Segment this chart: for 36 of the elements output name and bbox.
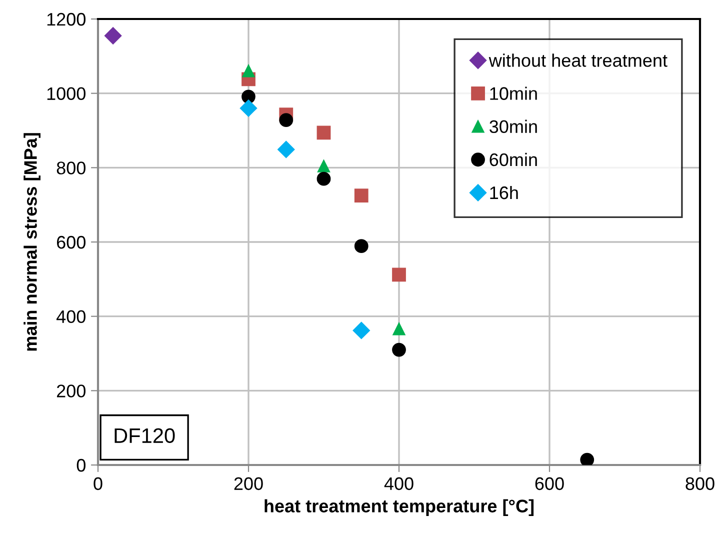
x-tick-label: 800	[686, 477, 714, 490]
y-tick-label: 0	[76, 458, 86, 472]
point	[104, 27, 122, 44]
x-tick-label: 600	[535, 477, 564, 490]
point	[354, 188, 368, 202]
legend-label: 10min	[490, 86, 537, 100]
x-tick-label: 0	[94, 477, 102, 490]
point	[318, 160, 330, 172]
point	[240, 100, 258, 117]
point	[242, 90, 256, 104]
point	[316, 172, 331, 186]
point	[279, 113, 294, 128]
legend-label: without heat treatment	[488, 54, 668, 67]
y-tick-label: 600	[56, 236, 86, 249]
point	[392, 342, 406, 357]
y-tick-label: 800	[56, 162, 86, 174]
x-tick-label: 200	[234, 477, 263, 490]
annotation: DF120	[114, 428, 175, 444]
point	[392, 322, 406, 336]
y-tick-label: 400	[56, 310, 86, 324]
x-axis-title: heat treatment temperature [°C]	[264, 499, 534, 516]
y-axis-title: main normal stress [MPa]	[24, 133, 40, 351]
legend-label: 60min	[490, 152, 537, 166]
y-tick-label: 200	[56, 384, 86, 398]
point	[580, 452, 594, 465]
legend-label: 30min	[490, 120, 537, 134]
point	[242, 64, 255, 78]
point	[352, 322, 370, 340]
point	[392, 268, 406, 282]
x-tick-label: 400	[384, 477, 414, 490]
y-tick-label: 1000	[47, 87, 86, 100]
point	[354, 239, 368, 254]
point	[278, 140, 295, 158]
legend-label: 16h	[490, 186, 518, 200]
y-tick-label: 1200	[47, 12, 86, 26]
point	[316, 126, 331, 140]
